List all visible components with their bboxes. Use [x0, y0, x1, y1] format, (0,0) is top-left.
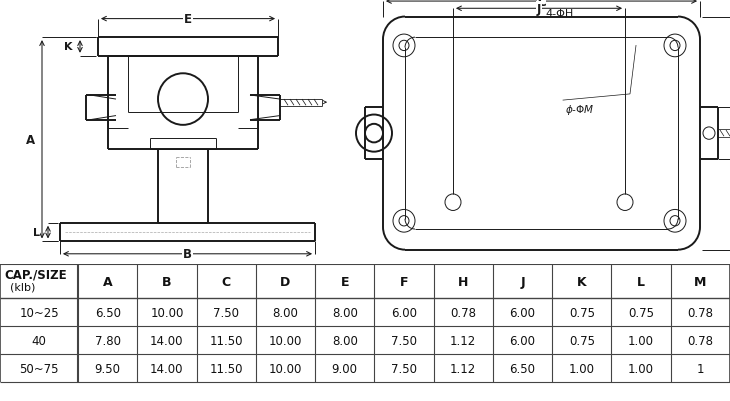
Text: K: K — [577, 275, 587, 288]
Text: B: B — [162, 275, 172, 288]
Text: 11.50: 11.50 — [210, 362, 243, 375]
Text: K: K — [64, 43, 72, 52]
Text: 0.75: 0.75 — [628, 306, 654, 319]
Text: A: A — [103, 275, 112, 288]
Text: 0.78: 0.78 — [450, 306, 476, 319]
Text: 0.75: 0.75 — [569, 334, 595, 347]
Text: 10.00: 10.00 — [269, 334, 302, 347]
Text: B: B — [183, 248, 192, 261]
Text: 1.00: 1.00 — [628, 362, 654, 375]
Text: H: H — [458, 275, 469, 288]
Text: 14.00: 14.00 — [150, 334, 184, 347]
Text: 0.75: 0.75 — [569, 306, 595, 319]
Text: 10~25: 10~25 — [19, 306, 59, 319]
Text: 6.50: 6.50 — [510, 362, 536, 375]
Text: 6.00: 6.00 — [510, 334, 536, 347]
Text: 0.78: 0.78 — [688, 334, 713, 347]
Text: 4-ΦH: 4-ΦH — [546, 9, 574, 19]
Text: 40: 40 — [31, 334, 47, 347]
Text: 11.50: 11.50 — [210, 334, 243, 347]
Text: 1.12: 1.12 — [450, 334, 477, 347]
Text: 1.12: 1.12 — [450, 362, 477, 375]
Text: A: A — [26, 134, 34, 146]
Text: 8.00: 8.00 — [332, 334, 358, 347]
Text: 1.00: 1.00 — [569, 362, 595, 375]
Text: 1.00: 1.00 — [628, 334, 654, 347]
Text: 6.00: 6.00 — [391, 306, 417, 319]
Text: (klb): (klb) — [10, 282, 35, 292]
Text: C: C — [222, 275, 231, 288]
Text: 7.50: 7.50 — [391, 334, 417, 347]
Text: 50~75: 50~75 — [19, 362, 58, 375]
Text: CAP./SIZE: CAP./SIZE — [4, 267, 66, 281]
Text: 8.00: 8.00 — [332, 306, 358, 319]
Text: 7.80: 7.80 — [95, 334, 120, 347]
Text: 6.50: 6.50 — [95, 306, 120, 319]
Text: 7.50: 7.50 — [391, 362, 417, 375]
Text: 10.00: 10.00 — [150, 306, 184, 319]
Text: 14.00: 14.00 — [150, 362, 184, 375]
Text: 10.00: 10.00 — [269, 362, 302, 375]
Text: C: C — [537, 0, 546, 8]
Text: J: J — [520, 275, 525, 288]
Text: 7.50: 7.50 — [213, 306, 239, 319]
Text: E: E — [340, 275, 349, 288]
Text: M: M — [694, 275, 707, 288]
Text: 9.50: 9.50 — [95, 362, 120, 375]
Text: $\phi$-$\Phi$M: $\phi$-$\Phi$M — [565, 103, 594, 117]
Text: L: L — [33, 227, 39, 237]
Text: 1: 1 — [696, 362, 704, 375]
Text: 6.00: 6.00 — [510, 306, 536, 319]
Text: D: D — [280, 275, 291, 288]
Text: L: L — [637, 275, 645, 288]
Text: 9.00: 9.00 — [331, 362, 358, 375]
Text: 0.78: 0.78 — [688, 306, 713, 319]
Text: J: J — [537, 3, 541, 16]
Text: F: F — [400, 275, 408, 288]
Text: E: E — [184, 13, 192, 26]
Text: 8.00: 8.00 — [272, 306, 299, 319]
